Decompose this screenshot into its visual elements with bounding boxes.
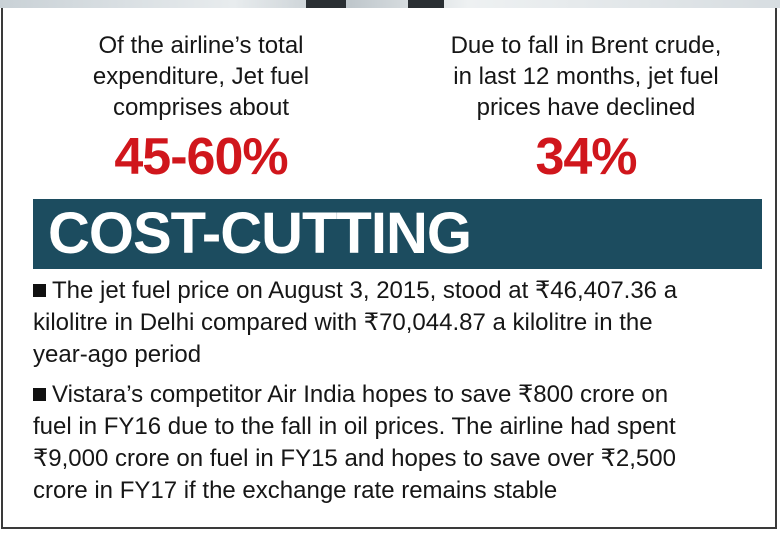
stat-value: 45-60% [114,128,288,186]
bullet-line: ₹9,000 crore on fuel in FY15 and hopes t… [33,445,676,472]
bullet-line: kilolitre in Delhi compared with ₹70,044… [33,309,653,336]
bullet-item: The jet fuel price on August 3, 2015, st… [33,275,753,371]
square-bullet-icon [33,388,46,401]
stat-description: Of the airline’s total expenditure, Jet … [21,30,381,123]
stat-price-decline: Due to fall in Brent crude, in last 12 m… [406,30,766,187]
section-title: COST-CUTTING [48,201,472,266]
stat-description-line: Of the airline’s total [98,32,304,59]
photo-fragment [408,0,444,8]
top-photo-strip [0,0,780,8]
bullet-line: year-ago period [33,341,202,368]
photo-fragment [306,0,346,8]
bullet-line: Vistara’s competitor Air India hopes to … [52,381,669,408]
stat-value: 34% [535,128,637,186]
section-banner: COST-CUTTING [33,199,762,269]
bullet-line: The jet fuel price on August 3, 2015, st… [52,277,678,304]
stat-description-line: comprises about [112,94,290,121]
infographic-frame [1,8,777,529]
stat-description-line: prices have declined [476,94,696,121]
bullet-line: fuel in FY16 due to the fall in oil pric… [33,413,676,440]
stat-description-line: expenditure, Jet fuel [92,63,310,90]
stat-description: Due to fall in Brent crude, in last 12 m… [406,30,766,123]
bullet-list: The jet fuel price on August 3, 2015, st… [33,275,753,515]
bullet-item: Vistara’s competitor Air India hopes to … [33,379,753,507]
bullet-line: crore in FY17 if the exchange rate remai… [33,477,558,504]
stat-fuel-share: Of the airline’s total expenditure, Jet … [21,30,381,187]
stat-description-line: in last 12 months, jet fuel [453,63,719,90]
square-bullet-icon [33,284,46,297]
stat-description-line: Due to fall in Brent crude, [450,32,722,59]
